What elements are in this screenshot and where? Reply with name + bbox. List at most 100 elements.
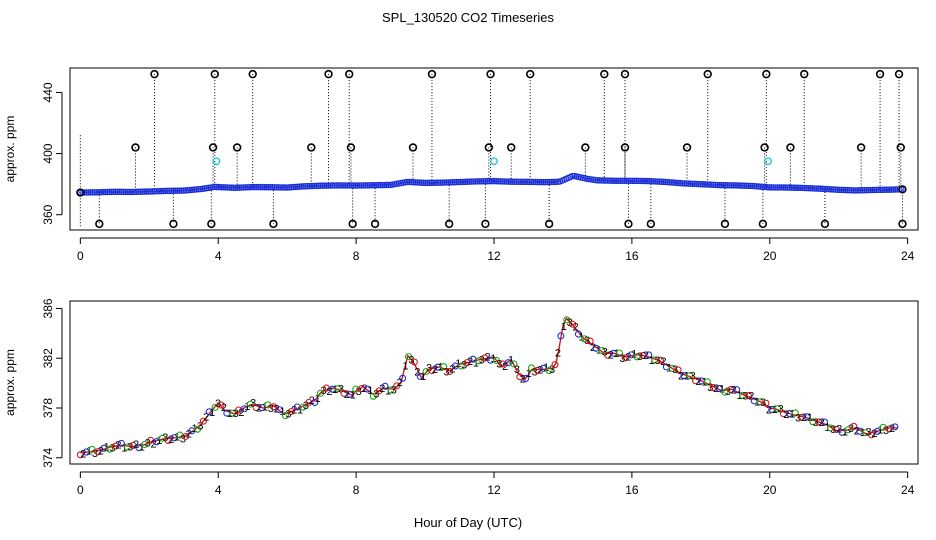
top-series-point xyxy=(465,178,473,185)
bottom-series-point xyxy=(375,387,383,395)
top-series-point xyxy=(718,181,725,189)
top-series-point xyxy=(352,182,359,189)
top-series-point xyxy=(370,182,378,189)
top-outlier-mid xyxy=(307,143,316,152)
top-series-point xyxy=(825,186,833,193)
top-x-tick-label: 20 xyxy=(763,249,777,263)
bottom-series-point xyxy=(363,385,372,393)
top-series-point xyxy=(273,184,281,191)
top-series-point xyxy=(310,182,318,190)
top-x-tick-label: 0 xyxy=(77,249,84,263)
top-series-point xyxy=(507,178,514,185)
bottom-series-point xyxy=(721,388,729,396)
top-series-point xyxy=(616,177,624,184)
bottom-series-point xyxy=(821,418,829,426)
top-series-point xyxy=(796,184,804,192)
bottom-series-point xyxy=(574,330,583,338)
top-outlier-mid xyxy=(507,143,516,152)
top-series-point xyxy=(654,178,661,185)
top-series-point xyxy=(304,182,312,190)
bottom-series-label: 2 xyxy=(186,429,192,441)
top-series-point xyxy=(627,177,634,184)
top-series-point xyxy=(743,182,750,189)
top-series-point xyxy=(629,177,636,185)
top-outlier-low xyxy=(544,219,554,229)
bottom-series-point xyxy=(457,362,465,370)
top-series-point xyxy=(887,186,895,193)
top-outlier-low xyxy=(624,219,633,229)
top-x-tick-label: 8 xyxy=(353,249,360,263)
bottom-series-point xyxy=(557,332,565,340)
bottom-series-label: 3 xyxy=(391,384,397,396)
top-series-point xyxy=(219,184,227,191)
bottom-series-label: 1 xyxy=(174,431,180,443)
bottom-series-point xyxy=(258,404,266,412)
top-panel: 0 4 8 12 16 20 24 360 400 440 approx. ppm xyxy=(3,67,919,263)
bottom-series-point xyxy=(82,448,90,456)
top-series-point xyxy=(827,186,835,193)
top-outlier-high xyxy=(324,69,333,79)
top-series-point xyxy=(606,177,614,184)
bottom-series-point xyxy=(580,335,588,343)
top-series-point xyxy=(333,182,341,189)
top-series-point xyxy=(538,178,545,186)
top-series-point xyxy=(610,177,618,184)
top-y-tick-label: 400 xyxy=(41,143,55,163)
top-series-point xyxy=(472,178,479,185)
top-series-point xyxy=(525,178,533,186)
bottom-series-point xyxy=(586,337,594,345)
bottom-series-point xyxy=(850,422,858,430)
top-outlier-high xyxy=(894,69,904,79)
bottom-series-label: 1 xyxy=(543,362,549,374)
top-series-point xyxy=(341,182,349,189)
bottom-series-label: 2 xyxy=(467,356,473,368)
top-series-point xyxy=(691,180,698,188)
top-outlier-high xyxy=(248,69,257,79)
top-series-point xyxy=(778,184,785,191)
top-series-point xyxy=(540,178,547,186)
bottom-series-point xyxy=(205,408,213,416)
bottom-series-label: 3 xyxy=(549,364,555,376)
top-series-point xyxy=(377,181,384,189)
top-series-point xyxy=(317,182,324,189)
top-series-point xyxy=(445,179,452,186)
top-series-point xyxy=(248,183,256,191)
top-series-point xyxy=(883,186,891,193)
top-series-point xyxy=(281,184,289,191)
bottom-series-point xyxy=(111,442,120,450)
top-series-point xyxy=(687,180,694,187)
top-series-point xyxy=(451,178,458,186)
top-series-point xyxy=(300,183,307,190)
bottom-series-label: 1 xyxy=(719,384,725,396)
top-outlier-high xyxy=(875,69,885,79)
bottom-series-point xyxy=(246,400,254,408)
top-series-point xyxy=(325,182,332,189)
top-series-point xyxy=(476,178,483,185)
bottom-series-point xyxy=(440,363,448,371)
top-series-point xyxy=(501,178,508,185)
top-series-point xyxy=(410,179,417,186)
bottom-series-point xyxy=(428,367,436,375)
bottom-series-point xyxy=(686,372,694,380)
bottom-series-point xyxy=(240,405,248,413)
bottom-series-point xyxy=(170,434,178,442)
top-series-point xyxy=(867,186,874,194)
top-series-point xyxy=(153,188,161,195)
top-series-point xyxy=(881,186,889,193)
top-series-point xyxy=(774,184,781,191)
top-series-point xyxy=(689,180,696,187)
top-series-point xyxy=(178,187,185,194)
bottom-series-point xyxy=(873,427,881,435)
top-series-point xyxy=(335,182,343,189)
top-series-point xyxy=(468,178,475,185)
top-outlier-low xyxy=(481,219,490,229)
bottom-series-label: 3 xyxy=(268,403,274,415)
top-series-point xyxy=(85,189,92,196)
top-series-point xyxy=(257,183,264,191)
top-outlier-low xyxy=(169,219,178,229)
top-series-point xyxy=(124,188,132,196)
top-series-point xyxy=(414,179,421,186)
top-flagged-point xyxy=(490,157,498,166)
top-series-point xyxy=(724,182,731,189)
top-series-point xyxy=(734,182,742,189)
